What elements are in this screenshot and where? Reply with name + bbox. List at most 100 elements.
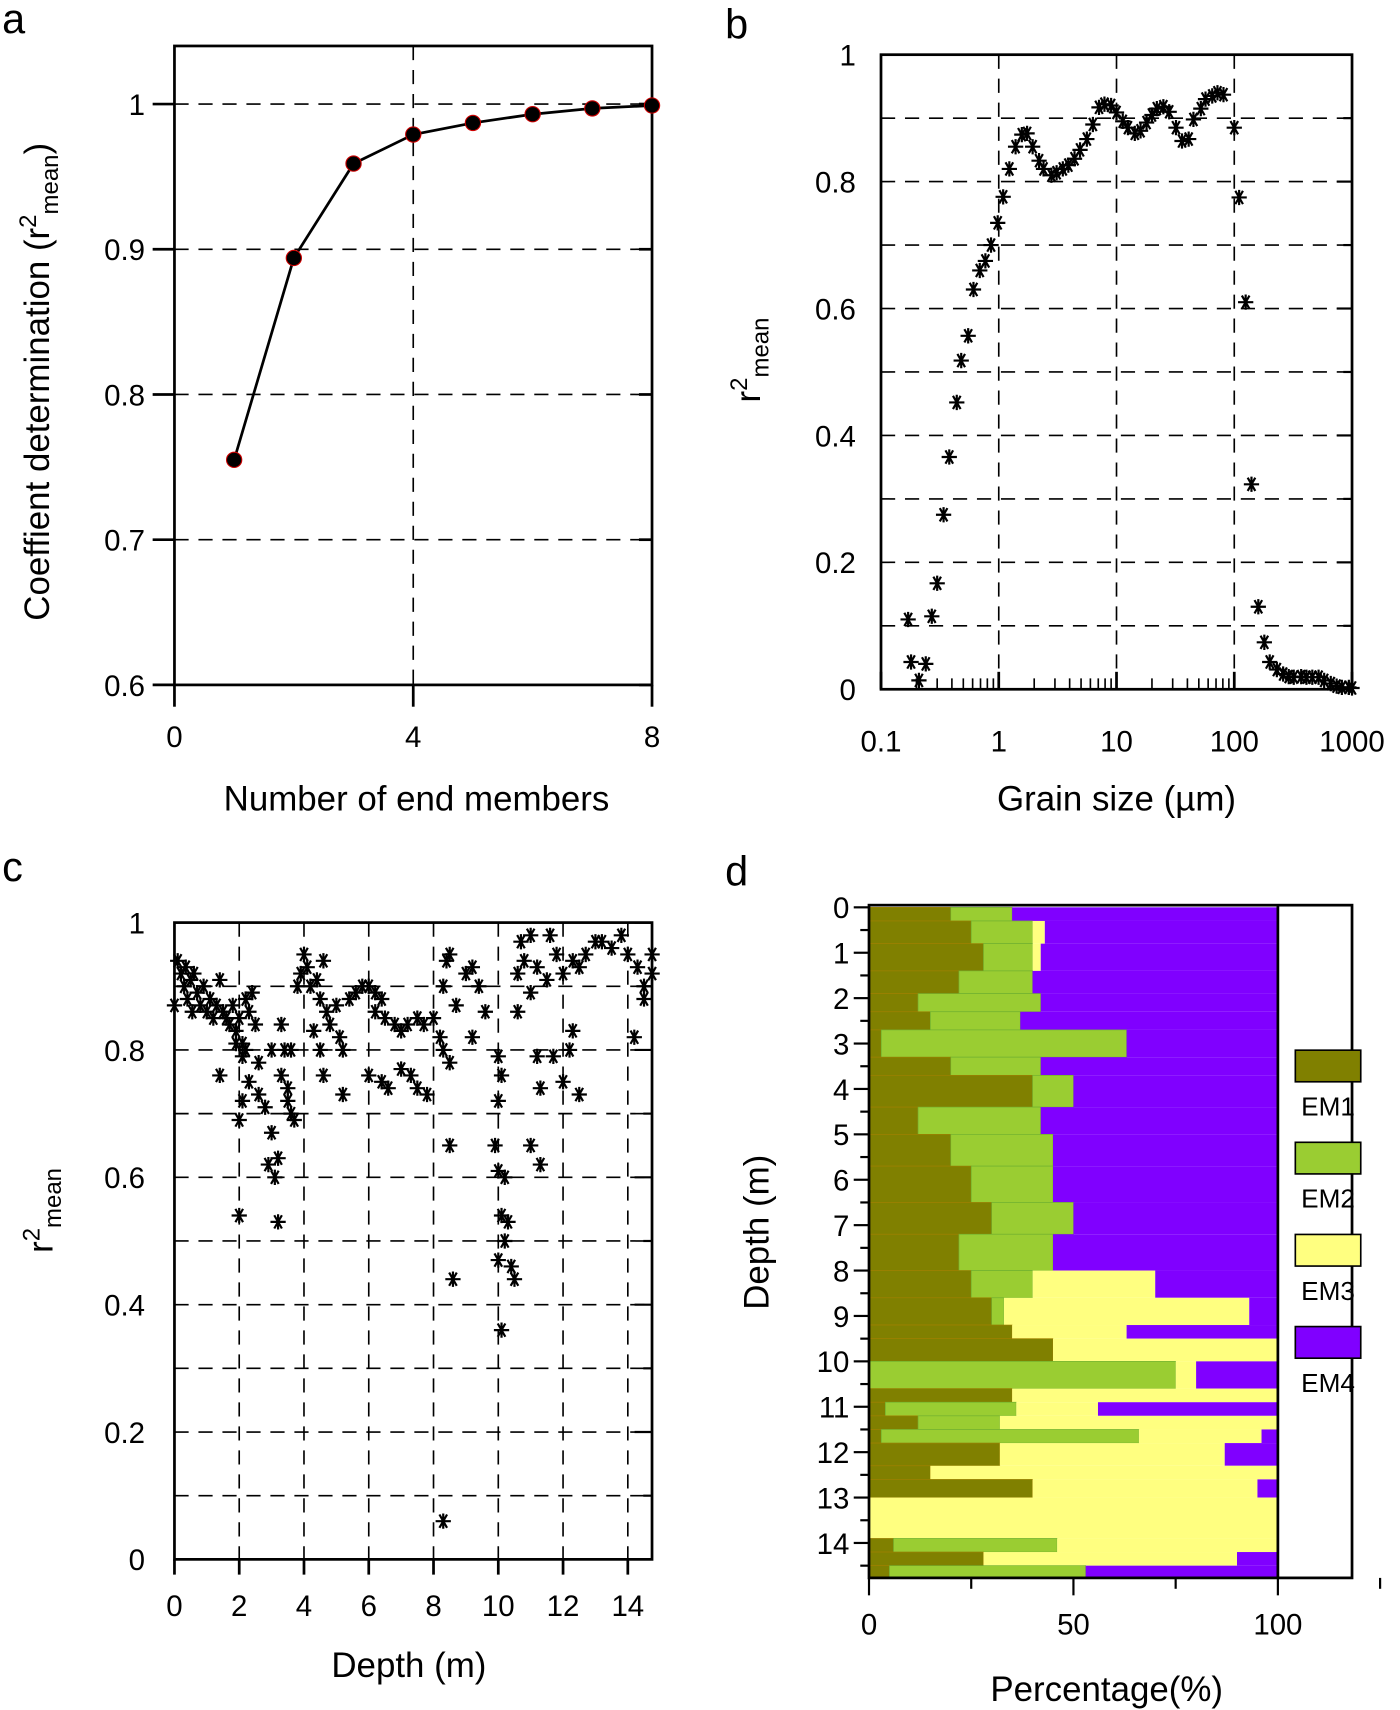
data-point: [1060, 157, 1076, 173]
data-point: [315, 953, 332, 969]
data-point: [493, 1322, 510, 1338]
bar-segment-em4: [1020, 1011, 1278, 1030]
data-point: [289, 978, 306, 994]
data-point: [231, 1010, 247, 1026]
bar-segment-em4: [1097, 1402, 1278, 1416]
bar-segment-em1: [868, 1551, 984, 1566]
data-point: [1316, 672, 1332, 689]
data-point: [464, 114, 482, 132]
bar-segment-em4: [1052, 1234, 1278, 1271]
data-point: [949, 394, 965, 411]
data-point: [405, 126, 422, 143]
data-point: [626, 1029, 642, 1045]
data-point: [571, 1086, 587, 1103]
bar-segment-em2: [930, 1011, 1021, 1031]
data-point: [983, 237, 999, 253]
y-tick-label: 4: [833, 1074, 849, 1107]
data-point: [416, 1016, 432, 1033]
data-point: [225, 997, 241, 1014]
data-point: [571, 959, 587, 975]
legend-label: EM3: [1301, 1276, 1355, 1306]
data-point: [270, 1150, 286, 1166]
data-point: [374, 991, 390, 1007]
panel-label-c: c: [2, 843, 23, 890]
data-point: [555, 1074, 571, 1090]
bar-segment-em1: [868, 1429, 882, 1444]
bar-segment-em2: [880, 1429, 1140, 1444]
data-point: [393, 1023, 409, 1039]
data-point: [532, 1080, 549, 1096]
data-point: [166, 997, 183, 1014]
y-tick-label: 0.9: [104, 234, 145, 267]
data-point: [539, 972, 555, 988]
data-point: [995, 189, 1011, 205]
y-tick-label: 6: [833, 1165, 849, 1198]
data-point: [186, 965, 202, 982]
bar-segment-em4: [1040, 1057, 1278, 1076]
data-point: [644, 946, 660, 963]
data-point: [435, 1042, 451, 1058]
data-point: [565, 1023, 581, 1039]
data-point: [348, 985, 364, 1001]
bar-segment-em1: [868, 1442, 1001, 1467]
panel-b-xlabel: Grain size (µm): [997, 779, 1236, 818]
data-point: [497, 1169, 513, 1185]
bar-segment-em3: [869, 1497, 1278, 1539]
y-tick-label: 2: [833, 983, 849, 1016]
panel-b-chart: 0 0.2 0.4 0.6 0.8 1 0.1 1 10 100 1000: [815, 40, 1385, 759]
bar-segment-em1: [868, 1338, 1054, 1362]
data-point: [212, 972, 228, 988]
legend-label: EM4: [1301, 1368, 1355, 1398]
data-point: [419, 1086, 435, 1103]
data-point: [1066, 151, 1083, 167]
data-point: [435, 1513, 451, 1529]
y-tick-label: 7: [833, 1210, 849, 1243]
y-tick-label: 0.6: [104, 1162, 145, 1195]
y-tick-label: 0.6: [815, 293, 856, 326]
panel-label-d: d: [725, 848, 748, 895]
data-point: [924, 608, 940, 624]
panel-a-ylabel: Coeffient determination (r2mean): [15, 143, 64, 621]
data-point: [179, 991, 196, 1007]
bar-segment-em2: [991, 1297, 1005, 1326]
data-point: [523, 1137, 539, 1154]
data-point: [241, 1004, 257, 1020]
data-point: [1007, 139, 1024, 155]
data-point: [594, 934, 610, 950]
data-point: [1215, 87, 1232, 103]
x-tick-label: 4: [296, 1590, 312, 1623]
data-point: [231, 1112, 247, 1128]
data-point: [267, 1169, 283, 1185]
data-point: [935, 507, 952, 523]
bar-segment-em4: [1040, 993, 1278, 1012]
data-point: [1344, 680, 1360, 696]
data-point: [1115, 113, 1131, 129]
bar-segment-em3: [1032, 1270, 1156, 1298]
data-point: [493, 1207, 510, 1224]
data-point: [1031, 153, 1047, 169]
data-point: [503, 1258, 519, 1275]
data-point: [1231, 189, 1247, 206]
legend-swatch-em1: [1294, 1049, 1362, 1083]
data-point: [929, 575, 945, 591]
data-point: [1085, 116, 1101, 133]
bar-segment-em4: [1261, 1429, 1278, 1444]
data-point: [312, 1042, 328, 1058]
data-point: [1197, 91, 1214, 107]
data-point: [212, 1067, 228, 1084]
bar-segment-em1: [868, 1388, 1013, 1403]
x-tick-label: 6: [361, 1590, 377, 1623]
data-point: [1149, 100, 1165, 117]
data-point: [965, 281, 982, 298]
bar-segment-em1: [868, 1538, 894, 1553]
data-point: [319, 1004, 335, 1020]
y-tick-label: 1: [840, 40, 856, 73]
bar-segment-em1: [868, 920, 972, 944]
y-tick-label: 10: [817, 1346, 850, 1379]
bar-segment-em2: [958, 970, 1033, 994]
data-point: [387, 1016, 403, 1033]
bar-segment-em4: [1052, 1166, 1278, 1203]
bar-segment-em1: [868, 1029, 882, 1058]
y-tick-label: 0: [129, 1544, 145, 1577]
data-point: [555, 965, 571, 982]
